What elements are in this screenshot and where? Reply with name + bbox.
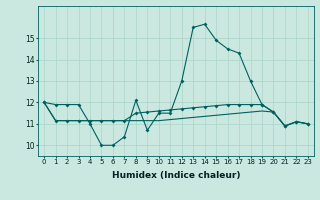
X-axis label: Humidex (Indice chaleur): Humidex (Indice chaleur) xyxy=(112,171,240,180)
